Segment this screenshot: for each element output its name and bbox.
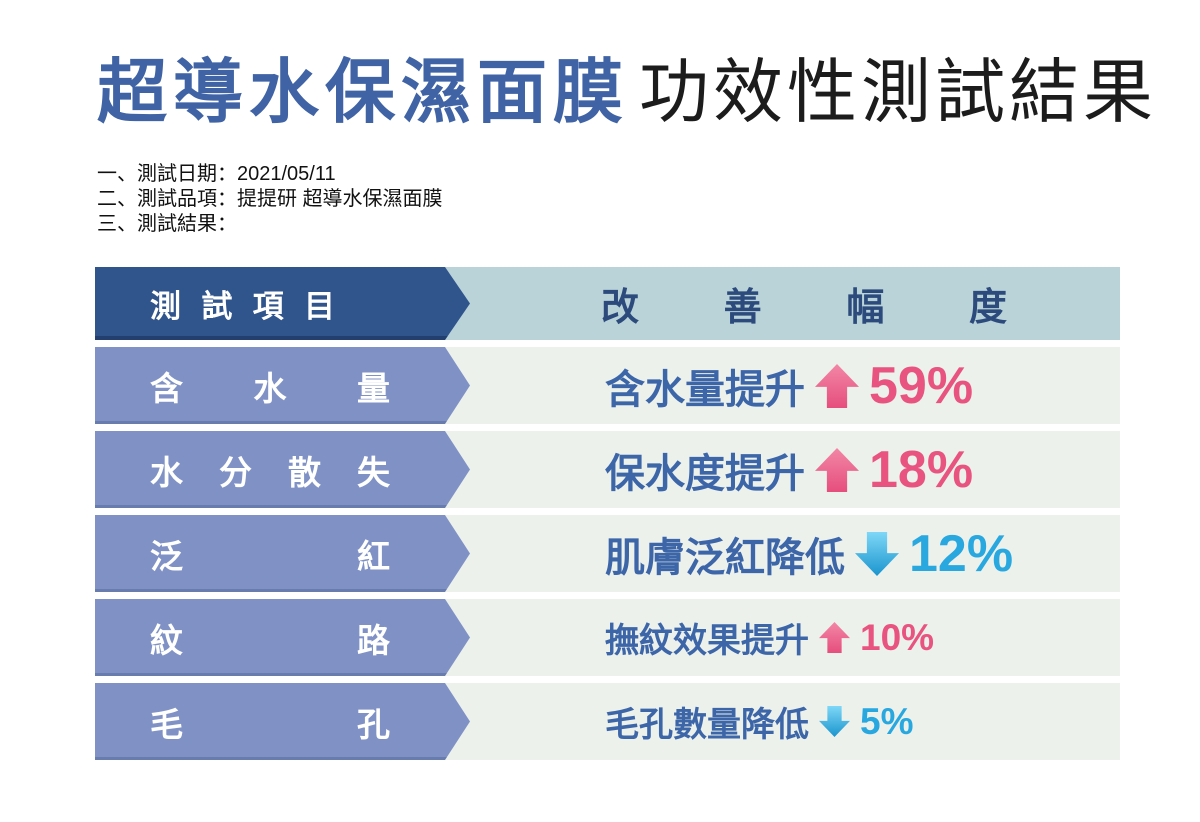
up-arrow-icon: [815, 447, 859, 492]
row-result-cell: 撫紋效果提升 10%: [445, 599, 1120, 676]
row-percent-value: 5%: [860, 700, 914, 742]
page-title-suffix: 功效性測試結果: [639, 53, 1157, 131]
row-result-text: 肌膚泛紅降低: [605, 535, 845, 580]
row-result-text: 撫紋效果提升: [605, 622, 809, 660]
table-row: 紋路 撫紋效果提升 10%: [95, 599, 1120, 676]
header-arrow-banner: 測試項目: [95, 267, 470, 340]
row-result: 肌膚泛紅降低 12%: [605, 524, 1013, 584]
row-item-label: 紋路: [150, 621, 390, 659]
row-item-label: 水分散失: [150, 453, 390, 491]
row-percent-value: 18%: [869, 440, 974, 499]
row-item-label: 泛紅: [150, 537, 390, 575]
row-result-text: 毛孔數量降低: [605, 706, 809, 744]
up-arrow-icon: [819, 622, 850, 653]
table-row: 含水量 含水量提升 59%: [95, 347, 1120, 424]
up-arrow-icon: [815, 363, 859, 408]
row-result: 保水度提升 18%: [605, 440, 973, 500]
down-arrow-icon: [855, 531, 899, 576]
meta-lines: 一、測試日期：2021/05/11 二、測試品項：提提研 超導水保濕面膜 三、測…: [97, 162, 443, 237]
table-row: 水分散失 保水度提升 18%: [95, 431, 1120, 508]
row-result-cell: 毛孔數量降低 5%: [445, 683, 1120, 760]
page-title-product: 超導水保濕面膜: [97, 53, 629, 131]
results-table: 測試項目 改善幅度 含水量 含水量提升 59% 水分散失: [95, 267, 1120, 760]
table-row: 毛孔 毛孔數量降低 5%: [95, 683, 1120, 760]
row-result: 撫紋效果提升 10%: [605, 613, 934, 662]
row-percent-value: 59%: [869, 356, 974, 415]
row-result-text: 保水度提升: [605, 451, 805, 496]
header-right-cell: 改善幅度: [445, 267, 1120, 340]
row-result-cell: 保水度提升 18%: [445, 431, 1120, 508]
row-arrow-banner: 泛紅: [95, 515, 470, 592]
row-percent-value: 12%: [909, 524, 1014, 583]
row-arrow-banner: 紋路: [95, 599, 470, 676]
table-row: 泛紅 肌膚泛紅降低 12%: [95, 515, 1120, 592]
row-result-cell: 肌膚泛紅降低 12%: [445, 515, 1120, 592]
row-item-label: 毛孔: [150, 705, 390, 743]
row-result-cell: 含水量提升 59%: [445, 347, 1120, 424]
header-left-label: 測試項目: [150, 289, 335, 324]
row-arrow-banner: 毛孔: [95, 683, 470, 760]
row-arrow-banner: 含水量: [95, 347, 470, 424]
row-result: 毛孔數量降低 5%: [605, 697, 913, 746]
row-arrow-banner: 水分散失: [95, 431, 470, 508]
meta-line-results: 三、測試結果：: [97, 213, 237, 235]
row-item-label: 含水量: [150, 369, 390, 407]
row-result: 含水量提升 59%: [605, 356, 973, 416]
table-header-row: 測試項目 改善幅度: [95, 267, 1120, 340]
meta-line-date: 一、測試日期：2021/05/11: [97, 163, 336, 185]
page-title: 超導水保濕面膜 功效性測試結果: [97, 52, 1157, 133]
row-percent-value: 10%: [860, 616, 935, 658]
down-arrow-icon: [819, 706, 850, 737]
meta-line-product: 二、測試品項：提提研 超導水保濕面膜: [97, 188, 443, 210]
header-right-label: 改善幅度: [601, 287, 1007, 329]
row-result-text: 含水量提升: [605, 367, 805, 412]
